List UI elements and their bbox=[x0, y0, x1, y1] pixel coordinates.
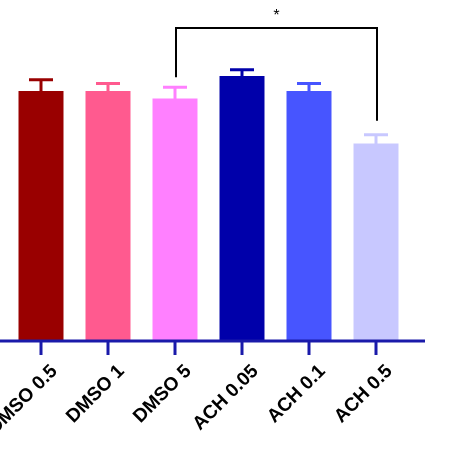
x-ticks-layer bbox=[39, 341, 378, 355]
x-tick-label-ach-0-1: ACH 0.1 bbox=[263, 360, 330, 427]
bar-dmso-5 bbox=[152, 98, 198, 341]
bar-ach-0-5 bbox=[353, 143, 399, 341]
x-tick-label-ach-0-5: ACH 0.5 bbox=[330, 360, 397, 427]
x-tick-label-dmso-0-5: DMSO 0.5 bbox=[0, 360, 62, 438]
x-tick-label-ach-0-05: ACH 0.05 bbox=[189, 360, 263, 434]
bar-dmso-1 bbox=[85, 91, 131, 341]
x-tick-label-dmso-5: DMSO 5 bbox=[129, 360, 196, 427]
x-tick-label-dmso-1: DMSO 1 bbox=[62, 360, 129, 427]
significance-bracket: * bbox=[175, 7, 378, 121]
bar-ach-0-05 bbox=[219, 76, 265, 341]
significance-asterisk: * bbox=[273, 7, 279, 24]
bars-layer bbox=[18, 68, 399, 341]
bar-dmso-0-5 bbox=[18, 91, 64, 341]
significance-bracket-line bbox=[175, 27, 378, 121]
bar-ach-0-1 bbox=[286, 91, 332, 341]
